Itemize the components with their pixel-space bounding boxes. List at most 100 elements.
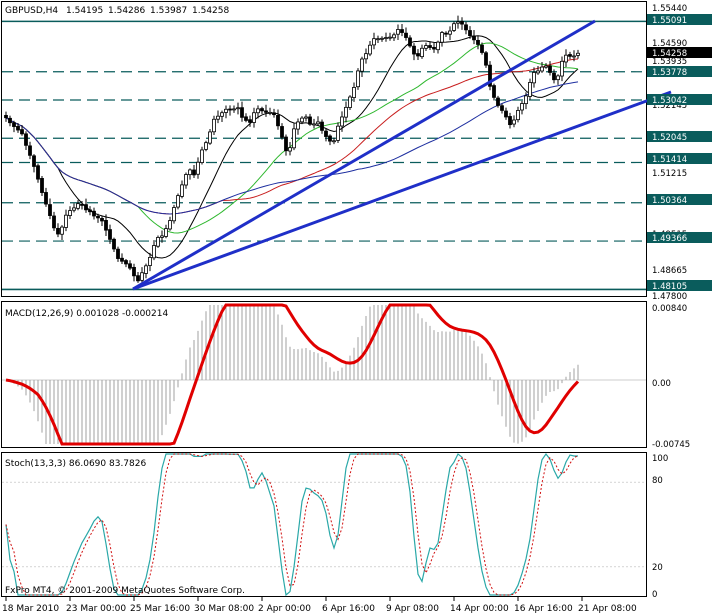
stoch-title: Stoch(13,3,3) 86.0690 83.7826 — [5, 459, 146, 469]
candle-up — [376, 38, 380, 41]
candle-down — [228, 108, 232, 111]
candle-up — [176, 195, 180, 208]
candle-up — [424, 45, 428, 49]
candle-up — [564, 54, 568, 63]
candle-up — [312, 123, 316, 126]
candle-up — [544, 65, 548, 68]
candle-down — [552, 72, 556, 81]
candle-down — [248, 119, 252, 123]
candle-up — [336, 125, 340, 141]
candle-up — [532, 72, 536, 84]
candle-up — [388, 36, 392, 39]
price-tick-label: 1.54590 — [652, 39, 687, 49]
candle-down — [244, 116, 248, 121]
candle-up — [384, 37, 388, 39]
time-tick-label: 23 Mar 00:00 — [66, 604, 126, 614]
candle-up — [540, 66, 544, 72]
candle-up — [372, 38, 376, 46]
candle-up — [440, 32, 444, 43]
candle-up — [356, 70, 360, 88]
price-highlight-box — [647, 14, 712, 25]
candle-down — [88, 209, 92, 213]
price-highlight-box — [647, 153, 712, 164]
candle-up — [156, 237, 160, 247]
macd-axis: 0.00840 0.00 -0.00745 — [652, 304, 690, 450]
candle-up — [556, 75, 560, 81]
candle-down — [24, 133, 28, 146]
candle-up — [436, 41, 440, 51]
candle-up — [536, 70, 540, 74]
candle-up — [304, 116, 308, 119]
ma-blue-line — [5, 81, 579, 215]
time-tick-label: 21 Apr 08:00 — [578, 604, 637, 614]
candle-up — [296, 121, 300, 130]
candle-down — [504, 110, 508, 118]
candle-up — [352, 87, 356, 98]
price-candles — [4, 15, 580, 284]
candle-down — [48, 204, 52, 216]
candle-up — [576, 52, 580, 56]
candle-down — [84, 204, 88, 211]
candle-up — [560, 60, 564, 77]
support-trendline-2[interactable] — [132, 90, 672, 291]
price-highlight-label: 1.52045 — [652, 133, 687, 143]
candle-down — [472, 35, 476, 41]
candle-up — [448, 30, 452, 35]
support-trendline-1[interactable] — [132, 19, 596, 291]
candle-down — [32, 155, 36, 167]
high-value: 1.54286 — [108, 6, 145, 16]
price-highlight-box — [647, 232, 712, 243]
candle-up — [340, 116, 344, 127]
time-tick-label: 14 Apr 00:00 — [450, 604, 509, 614]
candle-down — [20, 129, 24, 135]
price-highlight-label: 1.53042 — [652, 96, 687, 106]
candle-up — [196, 161, 200, 175]
time-axis: 18 Mar 2010 23 Mar 00:00 25 Mar 16:00 30 Ma… — [2, 597, 637, 614]
candle-down — [408, 37, 412, 47]
price-highlight-box — [647, 47, 712, 58]
candle-down — [276, 114, 280, 127]
candle-down — [124, 260, 128, 265]
macd-tick-label: -0.00745 — [652, 440, 690, 450]
price-highlight-box — [647, 194, 712, 205]
candle-up — [452, 23, 456, 31]
candle-down — [44, 192, 48, 205]
candle-up — [220, 112, 224, 117]
stoch-level-lines — [2, 481, 646, 568]
candle-up — [204, 142, 208, 150]
price-tick-label: 1.48665 — [652, 266, 687, 276]
candle-down — [496, 97, 500, 106]
candle-down — [464, 24, 468, 31]
candle-down — [36, 165, 40, 180]
price-highlight-label: 1.49366 — [652, 234, 687, 244]
time-tick-label: 25 Mar 16:00 — [130, 604, 190, 614]
candle-down — [548, 65, 552, 73]
trend-lines[interactable] — [132, 19, 672, 291]
candle-up — [172, 207, 176, 222]
candle-up — [160, 235, 164, 238]
candle-down — [324, 130, 328, 137]
stoch-main-line — [5, 452, 578, 597]
candle-up — [212, 118, 216, 133]
candle-up — [456, 21, 460, 24]
candle-down — [16, 126, 20, 131]
candle-down — [400, 29, 404, 33]
price-highlight-label: 1.51414 — [652, 155, 687, 165]
price-axis-highlights: 1.55091 1.54258 1.53778 1.53042 1.52045 1.514… — [647, 14, 712, 292]
symbol-label: GBPUSD,H4 — [5, 6, 58, 16]
candle-down — [4, 115, 8, 119]
candle-up — [200, 149, 204, 163]
price-highlight-label: 1.53778 — [652, 68, 687, 78]
candle-up — [420, 47, 424, 58]
candle-down — [272, 112, 276, 116]
candle-down — [404, 32, 408, 38]
price-tick-label: 1.53935 — [652, 57, 687, 67]
candle-up — [208, 131, 212, 144]
candle-up — [188, 169, 192, 176]
candle-up — [364, 53, 368, 60]
macd-signal-line — [5, 303, 580, 446]
candle-up — [216, 115, 220, 120]
candle-down — [132, 266, 136, 277]
